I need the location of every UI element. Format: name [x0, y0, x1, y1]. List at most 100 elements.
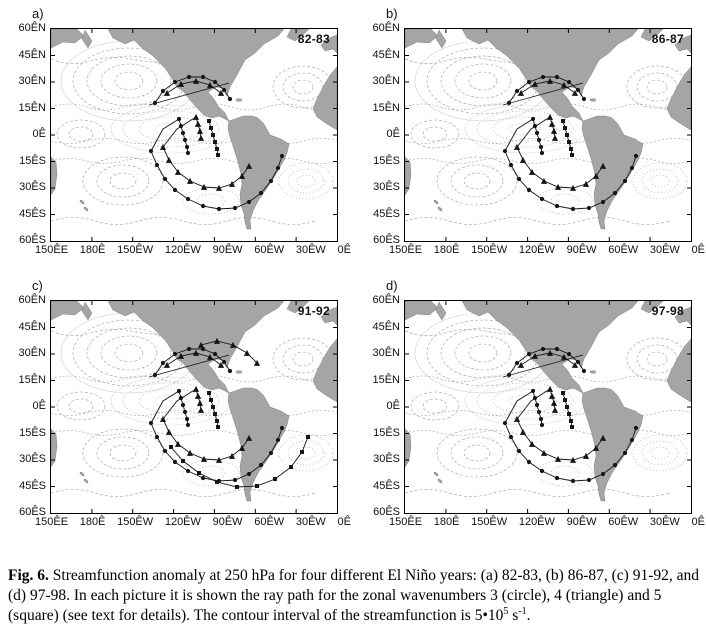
- x-tick-label: 60ÊW: [608, 244, 639, 256]
- caption-superscript-1: 5: [503, 606, 509, 618]
- panel-a-x-axis: 150ÊE 180Ê 150ÊW 120ÊW 90ÊW 60ÊW 30ÊW 0Ê: [35, 244, 351, 256]
- x-tick-label: 30ÊW: [295, 516, 326, 528]
- x-tick-label: 150ÊW: [471, 516, 508, 528]
- panel-b: b) 60ÊN 45ÊN 30ÊN 15ÊN 0Ê 15ÊS 30ÊS 45ÊS 60ÊS 86…: [356, 6, 705, 272]
- y-tick-label: 30ÊS: [373, 181, 400, 193]
- caption-body-2: s: [508, 607, 519, 625]
- y-tick-label: 15ÊS: [373, 426, 400, 439]
- panel-b-x-axis: 150ÊE 180Ê 150ÊW 120ÊW 90ÊW 60ÊW 30ÊW 0Ê: [389, 244, 705, 256]
- y-tick-label: 30ÊN: [372, 75, 400, 87]
- x-tick-label: 180Ê: [433, 516, 460, 528]
- panel-d-map: [405, 301, 691, 513]
- x-tick-label: 150ÊE: [35, 244, 69, 256]
- y-tick-label: 15ÊN: [372, 373, 400, 386]
- x-tick-label: 30ÊW: [649, 516, 680, 528]
- panel-d-map-frame: 97-98: [404, 300, 692, 514]
- x-tick-label: 180Ê: [79, 244, 106, 256]
- y-tick-label: 30ÊN: [18, 75, 46, 87]
- y-tick-label: 30ÊS: [19, 181, 46, 193]
- x-tick-label: 60ÊW: [254, 244, 285, 256]
- y-tick-label: 60ÊS: [19, 506, 46, 518]
- x-tick-label: 0Ê: [337, 516, 351, 528]
- caption-superscript-2: -1: [518, 606, 527, 618]
- panel-d-year-label: 97-98: [651, 304, 684, 318]
- x-tick-label: 120ÊW: [164, 244, 201, 256]
- panel-a-map-frame: 82-83: [50, 28, 338, 242]
- y-tick-label: 15ÊS: [19, 426, 46, 439]
- y-tick-label: 45ÊS: [373, 207, 400, 220]
- panel-c-label: c): [32, 278, 43, 293]
- y-tick-label: 60ÊN: [18, 294, 46, 306]
- x-tick-label: 0Ê: [691, 244, 705, 256]
- y-tick-label: 45ÊS: [19, 479, 46, 492]
- y-tick-label: 45ÊS: [373, 479, 400, 492]
- panel-b-label: b): [386, 6, 398, 21]
- panel-c-map: [51, 301, 337, 513]
- panel-c-x-axis: 150ÊE 180Ê 150ÊW 120ÊW 90ÊW 60ÊW 30ÊW 0Ê: [35, 516, 351, 528]
- panel-c: c) 60ÊN 45ÊN 30ÊN 15ÊN 0Ê 15ÊS 30ÊS 45ÊS 60ÊS 91…: [2, 278, 351, 544]
- y-tick-label: 0Ê: [386, 400, 400, 412]
- panel-d: d) 60ÊN 45ÊN 30ÊN 15ÊN 0Ê 15ÊS 30ÊS 45ÊS 60ÊS 97…: [356, 278, 705, 544]
- y-tick-label: 60ÊS: [19, 234, 46, 246]
- y-tick-label: 60ÊS: [373, 506, 400, 518]
- x-tick-label: 150ÊW: [471, 244, 508, 256]
- x-tick-label: 60ÊW: [254, 516, 285, 528]
- y-tick-label: 45ÊS: [19, 207, 46, 220]
- x-tick-label: 180Ê: [433, 244, 460, 256]
- x-tick-label: 180Ê: [79, 516, 106, 528]
- x-tick-label: 120ÊW: [518, 516, 555, 528]
- x-tick-label: 30ÊW: [649, 244, 680, 256]
- panel-b-map: [405, 29, 691, 241]
- x-tick-label: 0Ê: [337, 244, 351, 256]
- y-tick-label: 30ÊS: [373, 453, 400, 465]
- x-tick-label: 90ÊW: [566, 244, 597, 256]
- y-tick-label: 15ÊS: [19, 154, 46, 167]
- y-tick-label: 15ÊN: [18, 101, 46, 114]
- panel-b-y-axis: 60ÊN 45ÊN 30ÊN 15ÊN 0Ê 15ÊS 30ÊS 45ÊS 60ÊS: [356, 21, 400, 247]
- panel-d-x-axis: 150ÊE 180Ê 150ÊW 120ÊW 90ÊW 60ÊW 30ÊW 0Ê: [389, 516, 705, 528]
- y-tick-label: 15ÊN: [18, 373, 46, 386]
- y-tick-label: 0Ê: [32, 400, 46, 412]
- panel-d-label: d): [386, 278, 398, 293]
- x-tick-label: 120ÊW: [164, 516, 201, 528]
- figure-caption: Fig. 6. Streamfunction anomaly at 250 hP…: [8, 566, 700, 626]
- x-tick-label: 150ÊE: [35, 516, 69, 528]
- y-tick-label: 60ÊN: [372, 22, 400, 34]
- x-tick-label: 150ÊE: [389, 516, 423, 528]
- y-tick-label: 0Ê: [386, 128, 400, 140]
- panel-c-map-frame: 91-92: [50, 300, 338, 514]
- y-tick-label: 45ÊN: [18, 320, 46, 333]
- panel-b-year-label: 86-87: [651, 32, 684, 46]
- y-tick-label: 45ÊN: [18, 48, 46, 61]
- caption-fig-label: Fig. 6.: [8, 566, 49, 584]
- x-tick-label: 90ÊW: [212, 516, 243, 528]
- y-tick-label: 30ÊN: [18, 347, 46, 359]
- y-tick-label: 60ÊN: [18, 22, 46, 34]
- panel-a-year-label: 82-83: [297, 32, 330, 46]
- x-tick-label: 120ÊW: [518, 244, 555, 256]
- x-tick-label: 90ÊW: [566, 516, 597, 528]
- y-tick-label: 45ÊN: [372, 320, 400, 333]
- x-tick-label: 150ÊW: [117, 516, 154, 528]
- y-tick-label: 45ÊN: [372, 48, 400, 61]
- y-tick-label: 60ÊN: [372, 294, 400, 306]
- x-tick-label: 150ÊE: [389, 244, 423, 256]
- panel-c-y-axis: 60ÊN 45ÊN 30ÊN 15ÊN 0Ê 15ÊS 30ÊS 45ÊS 60ÊS: [2, 293, 46, 519]
- x-tick-label: 150ÊW: [117, 244, 154, 256]
- caption-end: .: [526, 607, 531, 625]
- x-tick-label: 90ÊW: [212, 244, 243, 256]
- y-tick-label: 15ÊN: [372, 101, 400, 114]
- y-tick-label: 0Ê: [32, 128, 46, 140]
- panel-d-y-axis: 60ÊN 45ÊN 30ÊN 15ÊN 0Ê 15ÊS 30ÊS 45ÊS 60ÊS: [356, 293, 400, 519]
- x-tick-label: 0Ê: [691, 516, 705, 528]
- panel-b-map-frame: 86-87: [404, 28, 692, 242]
- panel-c-year-label: 91-92: [297, 304, 330, 318]
- panel-a-label: a): [32, 6, 44, 21]
- x-tick-label: 60ÊW: [608, 516, 639, 528]
- y-tick-label: 30ÊS: [19, 453, 46, 465]
- panel-a-y-axis: 60ÊN 45ÊN 30ÊN 15ÊN 0Ê 15ÊS 30ÊS 45ÊS 60ÊS: [2, 21, 46, 247]
- caption-body-1: Streamfunction anomaly at 250 hPa for fo…: [8, 566, 699, 625]
- panel-a-map: [51, 29, 337, 241]
- y-tick-label: 60ÊS: [373, 234, 400, 246]
